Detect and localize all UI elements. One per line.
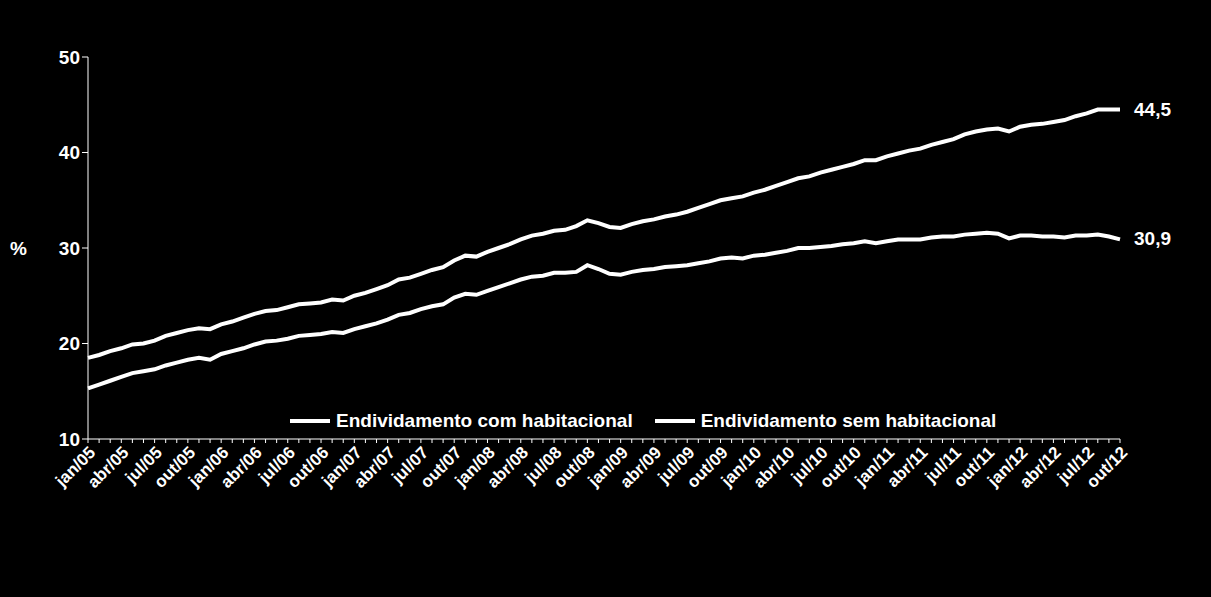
html-text:Endividamento com habitacional: Endividamento com habitacional (336, 410, 633, 431)
svg-text:jul/10: jul/10 (787, 442, 832, 488)
svg-text:50: 50 (59, 47, 80, 68)
svg-text:jul/07: jul/07 (388, 442, 433, 488)
svg-text:jul/08: jul/08 (521, 442, 566, 488)
svg-text:abr/05: abr/05 (84, 443, 133, 492)
svg-text:jan/10: jan/10 (717, 442, 766, 491)
svg-text:40: 40 (59, 142, 80, 163)
svg-text:jan/05: jan/05 (51, 442, 100, 491)
svg-text:jul/09: jul/09 (654, 442, 699, 488)
svg-text:abr/11: abr/11 (883, 443, 931, 491)
svg-text:out/10: out/10 (816, 443, 865, 492)
svg-text:abr/06: abr/06 (217, 443, 266, 492)
svg-text:jan/08: jan/08 (451, 442, 499, 491)
svg-text:abr/08: abr/08 (483, 443, 532, 492)
svg-text:44,5: 44,5 (1134, 99, 1171, 120)
svg-text:abr/10: abr/10 (750, 443, 799, 492)
svg-text:jul/05: jul/05 (121, 442, 166, 488)
svg-text:abr/07: abr/07 (350, 443, 399, 492)
svg-text:out/07: out/07 (416, 442, 466, 492)
svg-text:jan/06: jan/06 (185, 442, 233, 491)
svg-text:abr/12: abr/12 (1016, 443, 1065, 492)
svg-text:jan/12: jan/12 (984, 442, 1032, 491)
svg-text:jan/11: jan/11 (851, 442, 899, 490)
svg-text:jan/07: jan/07 (318, 442, 366, 491)
svg-text:out/05: out/05 (150, 442, 200, 492)
svg-text:30,9: 30,9 (1134, 228, 1171, 249)
svg-text:out/06: out/06 (283, 442, 333, 492)
svg-text:20: 20 (59, 333, 80, 354)
svg-text:10: 10 (59, 429, 80, 450)
svg-text:out/11: out/11 (950, 442, 999, 492)
svg-text:out/08: out/08 (549, 442, 599, 492)
svg-text:jan/09: jan/09 (584, 442, 632, 491)
svg-text:jul/11: jul/11 (921, 442, 965, 487)
svg-text:out/12: out/12 (1083, 443, 1132, 492)
svg-text:jul/12: jul/12 (1053, 442, 1099, 488)
svg-text:jul/06: jul/06 (254, 442, 300, 488)
svg-text:30: 30 (59, 238, 80, 259)
svg-text:%: % (10, 238, 27, 259)
svg-text:out/09: out/09 (683, 442, 732, 492)
html-text:Endividamento sem habitacional: Endividamento sem habitacional (700, 410, 997, 431)
svg-text:abr/09: abr/09 (616, 443, 665, 492)
